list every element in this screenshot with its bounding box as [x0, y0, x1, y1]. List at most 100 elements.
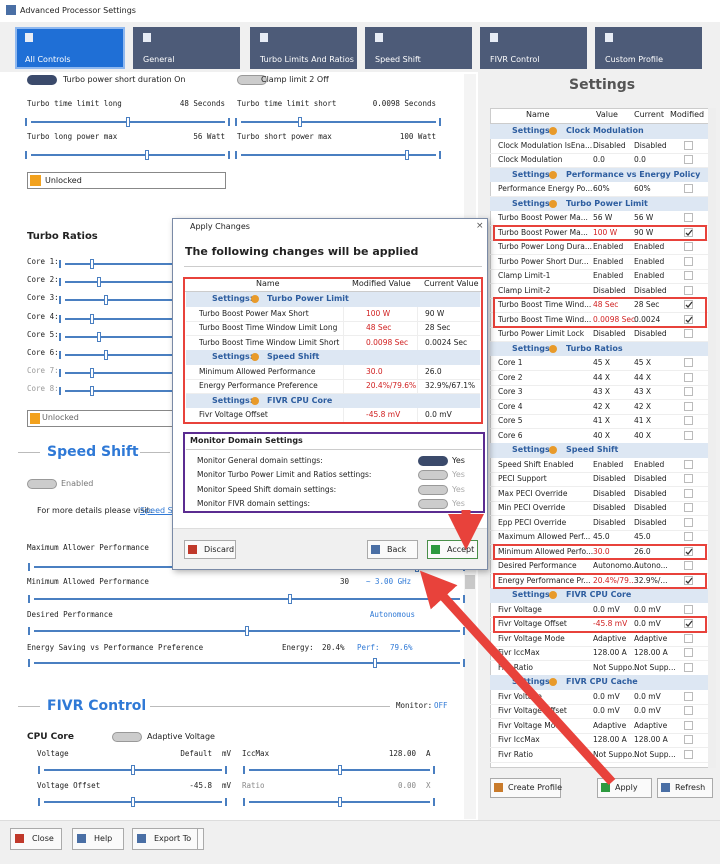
- button-icon[interactable]: [431, 545, 440, 554]
- checkbox[interactable]: [684, 256, 693, 266]
- checkbox[interactable]: [684, 575, 693, 585]
- checkbox[interactable]: [684, 242, 693, 251]
- tab-label[interactable]: Turbo Limits And Ratios: [260, 55, 354, 64]
- checkbox[interactable]: [684, 749, 693, 759]
- toggle-label[interactable]: Turbo power short duration On: [63, 75, 186, 84]
- button[interactable]: [72, 828, 124, 850]
- button-icon[interactable]: [601, 783, 610, 792]
- checkbox[interactable]: [684, 314, 693, 324]
- button-label[interactable]: Accept: [447, 545, 475, 554]
- checkbox[interactable]: [684, 474, 693, 483]
- tab-icon[interactable]: [375, 33, 383, 42]
- checkbox[interactable]: [684, 633, 693, 643]
- toggle[interactable]: [418, 470, 448, 481]
- checkbox[interactable]: [684, 227, 693, 237]
- checkbox[interactable]: [684, 358, 693, 367]
- checkbox[interactable]: [684, 532, 693, 541]
- tab-icon[interactable]: [25, 33, 33, 42]
- tab-label[interactable]: Custom Profile: [605, 55, 664, 64]
- checkbox[interactable]: [684, 155, 693, 164]
- button[interactable]: [10, 828, 62, 850]
- checkbox[interactable]: [684, 488, 693, 498]
- checkbox[interactable]: [684, 720, 693, 730]
- tab-icon[interactable]: [143, 33, 151, 42]
- button-icon[interactable]: [15, 834, 24, 843]
- checkbox[interactable]: [684, 213, 693, 222]
- button-label[interactable]: Help: [94, 834, 113, 843]
- toggle[interactable]: [27, 479, 57, 489]
- toggle[interactable]: [418, 498, 448, 509]
- checkbox[interactable]: [684, 329, 693, 338]
- cell-value: 44 X: [593, 372, 611, 382]
- tab-label[interactable]: General: [143, 55, 175, 64]
- button-icon[interactable]: [661, 783, 670, 792]
- toggle[interactable]: [27, 75, 57, 85]
- cell-name: Fivr Voltage: [498, 691, 542, 701]
- checkbox[interactable]: [684, 416, 693, 425]
- toggle-label[interactable]: Adaptive Voltage: [147, 732, 215, 741]
- toggle[interactable]: [418, 484, 448, 495]
- checkbox[interactable]: [684, 459, 693, 469]
- checkbox[interactable]: [684, 271, 693, 280]
- toggle[interactable]: [237, 75, 267, 85]
- checkbox[interactable]: [684, 546, 693, 556]
- checkbox[interactable]: [684, 184, 693, 193]
- tab[interactable]: [15, 27, 125, 69]
- setting-value: Autonomous: [369, 610, 415, 619]
- checkbox[interactable]: [684, 285, 693, 295]
- checkbox[interactable]: [684, 662, 693, 672]
- button[interactable]: [657, 778, 713, 798]
- button-label[interactable]: Back: [387, 545, 407, 554]
- button-label[interactable]: Close: [32, 834, 54, 843]
- tab-label[interactable]: Speed Shift: [375, 55, 421, 64]
- checkbox[interactable]: [684, 430, 693, 440]
- window-title: Advanced Processor Settings: [20, 6, 136, 15]
- button-label[interactable]: Apply: [615, 783, 638, 792]
- button-icon[interactable]: [371, 545, 380, 554]
- button[interactable]: [184, 540, 236, 559]
- row-line: [490, 268, 708, 270]
- checkbox[interactable]: [684, 619, 693, 628]
- button-icon[interactable]: [77, 834, 86, 843]
- group-prefix: Settings:: [512, 445, 553, 454]
- tab-label[interactable]: All Controls: [25, 55, 71, 64]
- toggle[interactable]: [418, 456, 448, 466]
- button-icon[interactable]: [494, 783, 503, 792]
- toggle-label[interactable]: Enabled: [61, 479, 94, 488]
- checkbox[interactable]: [684, 561, 693, 570]
- tab-icon[interactable]: [260, 33, 268, 42]
- setting-value: Default: [180, 749, 212, 758]
- close-button[interactable]: ×: [476, 221, 484, 231]
- checkbox[interactable]: [684, 503, 693, 512]
- group-name: Speed Shift: [267, 352, 320, 361]
- checkbox[interactable]: [684, 387, 693, 396]
- toggle[interactable]: [112, 732, 142, 742]
- checkbox[interactable]: [684, 401, 693, 411]
- cell-current: Not Supp...: [634, 662, 676, 672]
- checkbox[interactable]: [684, 604, 693, 614]
- button-icon[interactable]: [137, 834, 146, 843]
- tab-label[interactable]: FIVR Control: [490, 55, 540, 64]
- button-label[interactable]: Export To: [154, 834, 192, 843]
- toggle-label[interactable]: Clamp limit 2 Off: [261, 75, 329, 84]
- checkbox[interactable]: [684, 706, 693, 715]
- checkbox[interactable]: [684, 372, 693, 382]
- checkbox[interactable]: [684, 140, 693, 150]
- tab-icon[interactable]: [490, 33, 498, 42]
- checkbox[interactable]: [684, 517, 693, 527]
- details-link[interactable]: Speed S: [140, 506, 173, 515]
- button-icon[interactable]: [188, 545, 197, 554]
- checkbox[interactable]: [684, 691, 693, 701]
- tab-icon[interactable]: [605, 33, 613, 42]
- checkbox[interactable]: [684, 300, 693, 309]
- checkbox[interactable]: [684, 648, 693, 657]
- button[interactable]: [132, 828, 204, 850]
- checkbox[interactable]: [684, 735, 693, 744]
- button-label[interactable]: Discard: [204, 545, 235, 554]
- button-label[interactable]: Refresh: [675, 783, 706, 792]
- cell-current: 40 X: [634, 430, 652, 440]
- cell-value: 30.0: [366, 366, 383, 376]
- button-label[interactable]: Create Profile: [508, 783, 562, 792]
- slider-thumb: [131, 797, 135, 807]
- button[interactable]: [367, 540, 418, 559]
